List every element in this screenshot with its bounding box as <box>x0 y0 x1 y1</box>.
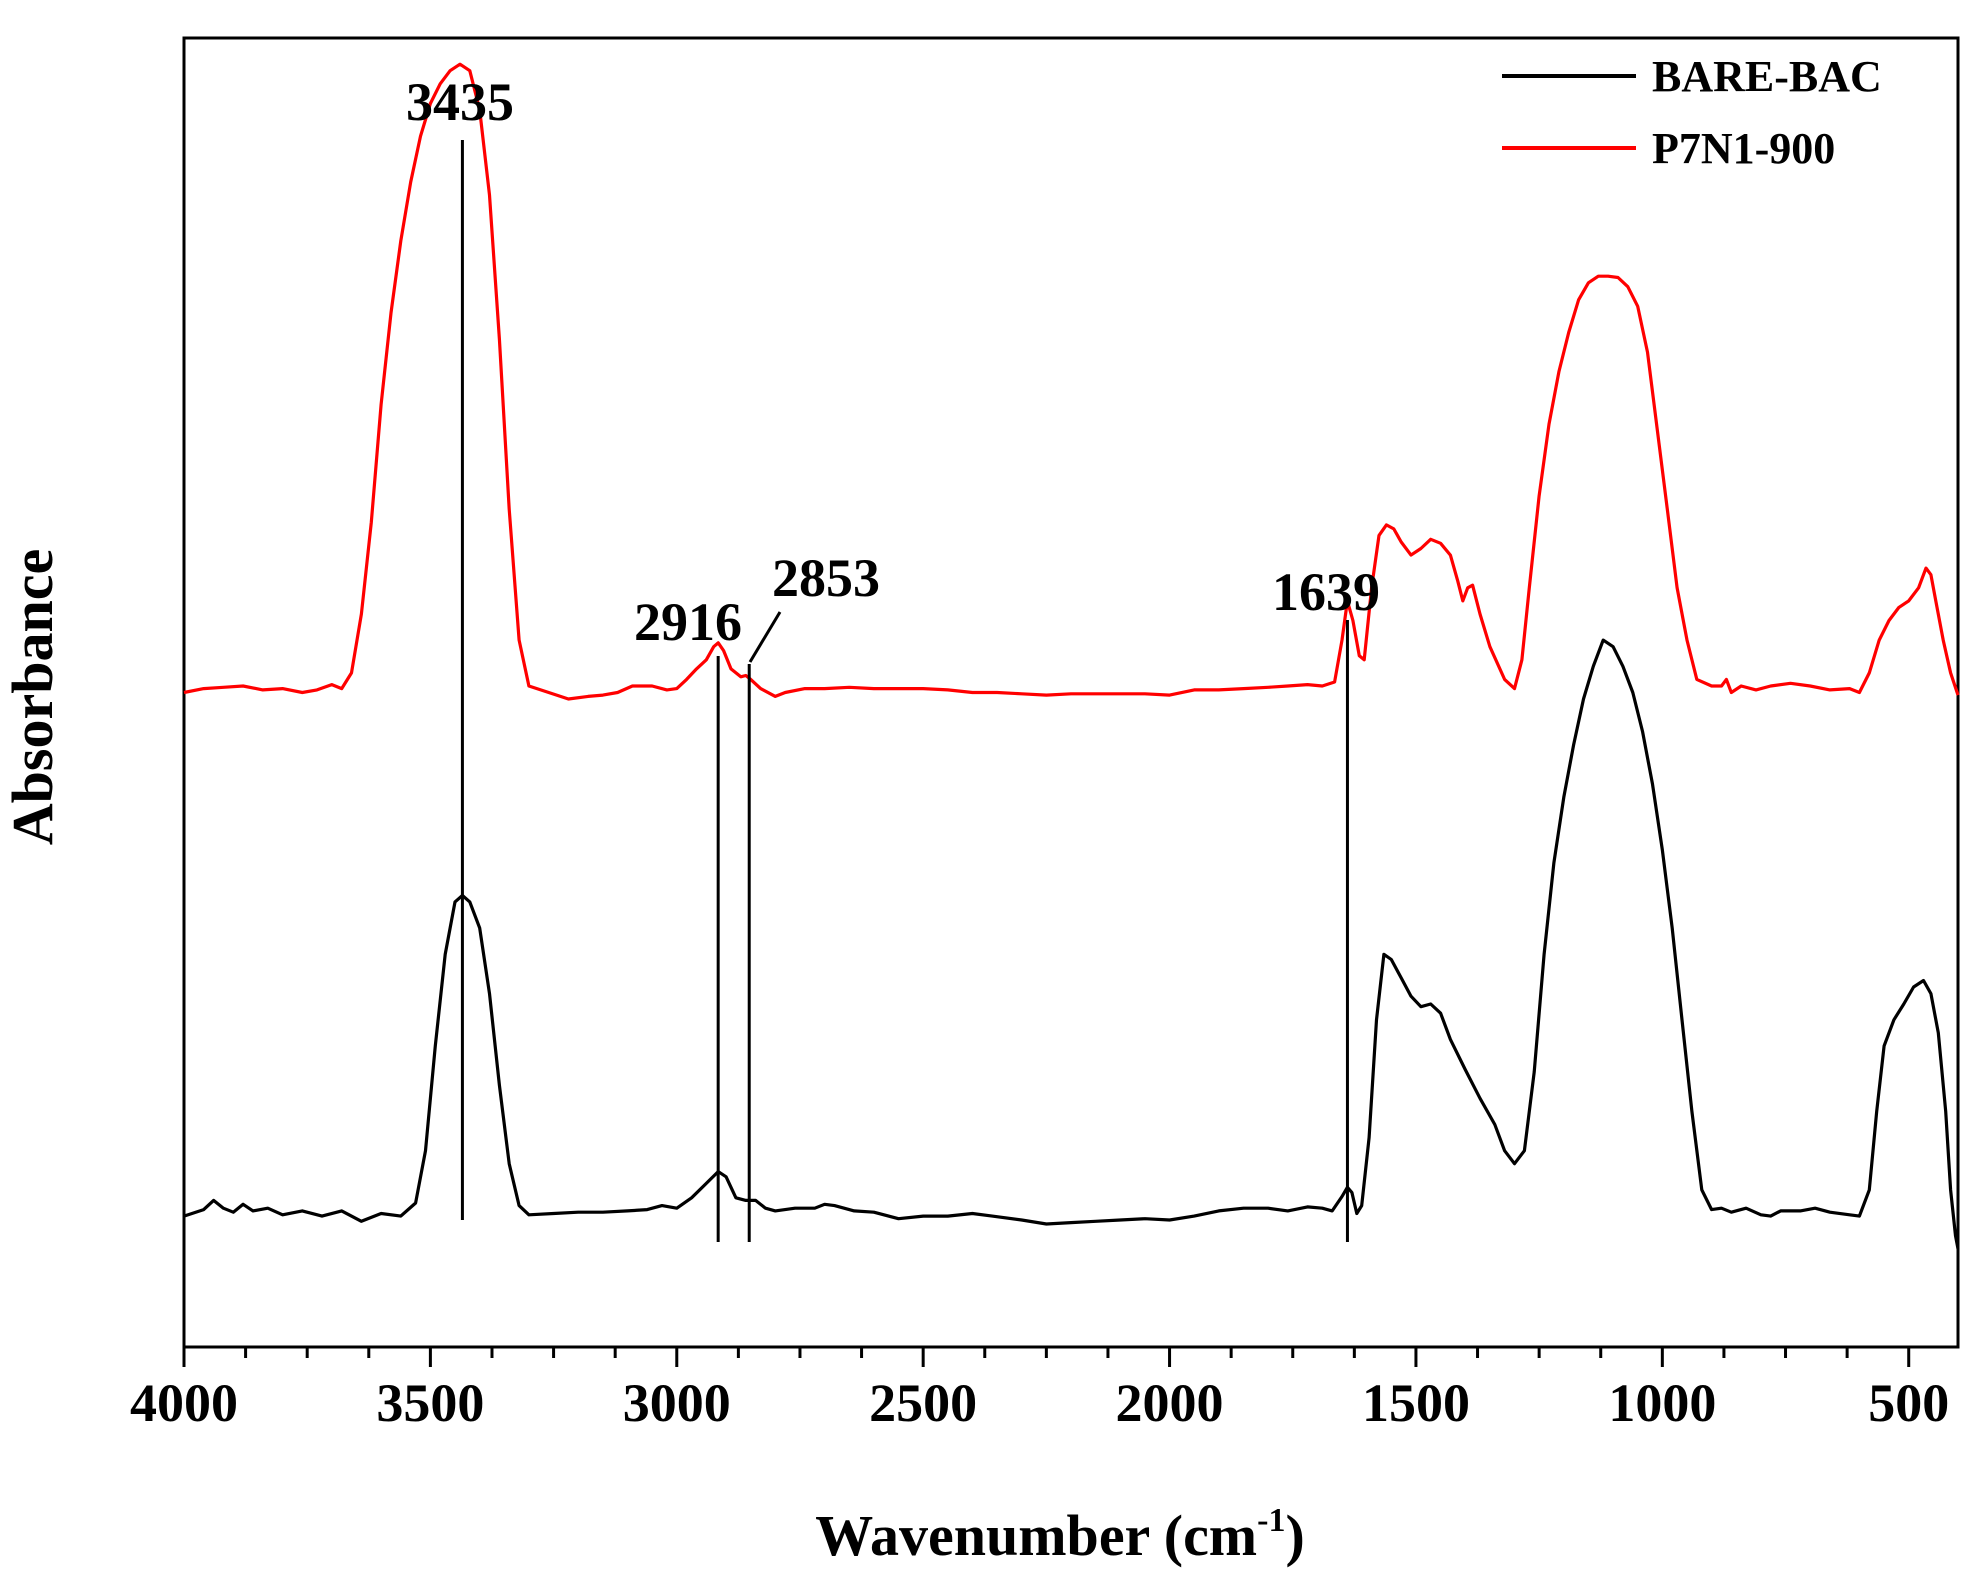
peak-label: 2916 <box>634 592 742 652</box>
x-axis-label-superscript: -1 <box>1257 1502 1285 1539</box>
peak-leader-line <box>748 611 782 663</box>
series-line-bare-bac <box>183 638 1960 1250</box>
x-tick-label: 1500 <box>1362 1373 1470 1433</box>
x-tick-label: 2500 <box>869 1373 977 1433</box>
series-line-p7n1-900 <box>183 62 1960 701</box>
x-axis-label-main: Wavenumber (cm <box>815 1503 1257 1568</box>
x-tick-label: 2000 <box>1116 1373 1224 1433</box>
x-tick-label: 500 <box>1868 1373 1949 1433</box>
x-tick-label: 3000 <box>623 1373 731 1433</box>
x-tick-label: 1000 <box>1608 1373 1716 1433</box>
peak-label: 3435 <box>406 72 514 132</box>
peak-label: 2853 <box>772 548 880 608</box>
x-axis-label: Wavenumber (cm-1) <box>815 1502 1305 1568</box>
legend-label: P7N1-900 <box>1652 124 1835 173</box>
x-axis-label-close: ) <box>1285 1503 1304 1568</box>
x-tick-label: 4000 <box>130 1373 238 1433</box>
legend-label: BARE-BAC <box>1652 52 1882 101</box>
x-tick-label: 3500 <box>376 1373 484 1433</box>
peak-label: 1639 <box>1272 562 1380 622</box>
y-axis-label: Absorbance <box>0 549 65 845</box>
